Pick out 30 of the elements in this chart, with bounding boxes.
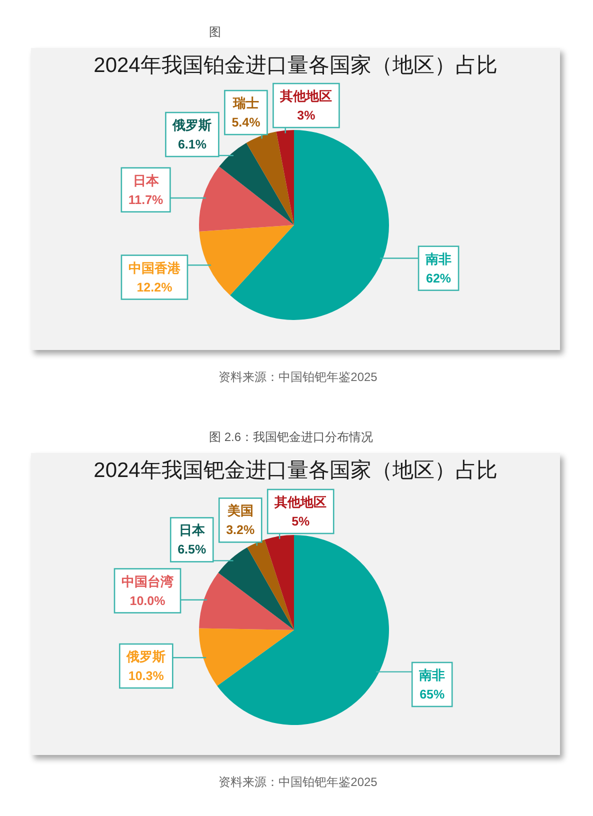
- data-label: 6.1%: [178, 138, 206, 152]
- source: 资料来源：中国铂钯年鉴2025: [218, 775, 378, 789]
- slice-label: 其他地区: [279, 88, 332, 104]
- slice-label: 南非: [424, 251, 452, 266]
- slice-label: 中国香港: [128, 260, 182, 276]
- data-label: 3.2%: [226, 523, 255, 538]
- title: 2024年我国铂金进口量各国家（地区）占比: [94, 54, 498, 77]
- data-label: 5.4%: [232, 116, 260, 130]
- data-label: 5%: [292, 514, 310, 528]
- slice-label: 日本: [132, 172, 160, 188]
- data-label: 6.5%: [178, 542, 206, 557]
- slice-label: 俄罗斯: [172, 118, 212, 133]
- data-label: 10.0%: [130, 594, 166, 608]
- slice-label: 中国台湾: [122, 574, 174, 589]
- data-label: 62%: [426, 271, 452, 286]
- slice-label: 日本: [178, 522, 206, 538]
- data-label: 12.2%: [136, 280, 172, 294]
- source: 资料来源：中国铂钯年鉴2025: [218, 370, 378, 384]
- caption: 图 2.6：我国钯金进口分布情况: [209, 430, 374, 444]
- slice-label: 南非: [418, 667, 446, 682]
- data-label: 65%: [420, 687, 445, 702]
- slice-label: 俄罗斯: [126, 649, 166, 664]
- slice-label: 瑞士: [232, 96, 259, 111]
- caption: 图: [209, 25, 221, 39]
- data-label: 11.7%: [128, 192, 164, 207]
- data-label: 3%: [297, 108, 316, 123]
- data-label: 10.3%: [128, 669, 164, 684]
- slice-label: 美国: [226, 503, 254, 518]
- title: 2024年我国钯金进口量各国家（地区）占比: [94, 459, 498, 482]
- slice-label: 其他地区: [274, 494, 327, 510]
